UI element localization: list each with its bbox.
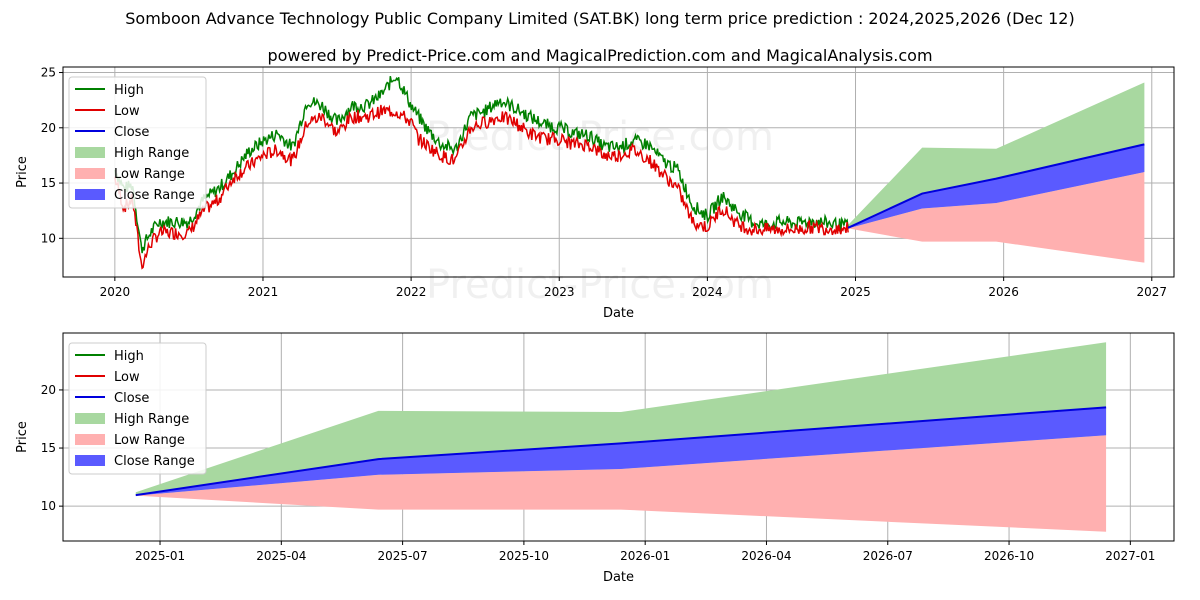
x-tick-label: 2026-07: [863, 549, 913, 563]
x-tick-label: 2025-01: [135, 549, 185, 563]
y-axis-label: Price: [15, 421, 30, 453]
plot-frame: [62, 332, 1175, 542]
chart-title: Somboon Advance Technology Public Compan…: [125, 9, 1075, 28]
x-tick-label: 2026-04: [741, 549, 791, 563]
high-range-band: [848, 82, 1145, 229]
legend-label: Close: [114, 391, 149, 406]
plot-frame: [62, 66, 1175, 278]
low-series-line: [114, 104, 849, 270]
x-tick-label: 2026-01: [620, 549, 670, 563]
high-range-band: [135, 342, 1107, 496]
y-tick-label: 25: [41, 66, 56, 80]
x-tick-label: 2027-01: [1105, 549, 1155, 563]
watermark-text: Predict-Price.com: [426, 262, 774, 308]
low-range-band: [848, 172, 1145, 263]
legend-label: Close: [114, 125, 149, 140]
x-tick-label: 2023: [544, 285, 575, 299]
y-tick-label: 20: [41, 383, 56, 397]
x-axis-label: Date: [603, 570, 634, 585]
legend-swatch: [75, 189, 105, 200]
legend-label: High: [114, 83, 144, 98]
y-tick-label: 10: [41, 499, 56, 513]
legend-label: Close Range: [114, 188, 195, 203]
high-series-line: [114, 76, 849, 254]
x-tick-label: 2027: [1137, 285, 1168, 299]
y-tick-label: 15: [41, 441, 56, 455]
y-tick-label: 15: [41, 176, 56, 190]
legend-swatch: [75, 168, 105, 179]
y-tick-label: 20: [41, 121, 56, 135]
legend-swatch: [75, 147, 105, 158]
legend-label: Low: [114, 370, 140, 385]
x-tick-label: 2025-10: [499, 549, 549, 563]
x-tick-label: 2026-10: [984, 549, 1034, 563]
legend-label: High Range: [114, 146, 189, 161]
x-tick-label: 2021: [248, 285, 279, 299]
legend-label: High: [114, 349, 144, 364]
x-axis-label: Date: [603, 306, 634, 321]
legend-label: High Range: [114, 412, 189, 427]
legend-label: Close Range: [114, 454, 195, 469]
close-range-band: [848, 144, 1145, 229]
close-range-band: [135, 407, 1107, 496]
x-tick-label: 2025-04: [256, 549, 306, 563]
x-tick-label: 2025: [840, 285, 871, 299]
close-forecast-line: [847, 143, 1145, 229]
low-range-band: [135, 435, 1107, 532]
x-tick-label: 2020: [100, 285, 131, 299]
y-tick-label: 10: [41, 231, 56, 245]
chart-subtitle: powered by Predict-Price.com and Magical…: [267, 46, 933, 65]
x-tick-label: 2025-07: [378, 549, 428, 563]
legend-swatch: [75, 434, 105, 445]
legend-label: Low: [114, 104, 140, 119]
close-forecast-line: [135, 406, 1107, 497]
x-tick-label: 2024: [692, 285, 723, 299]
y-axis-label: Price: [15, 156, 30, 188]
x-tick-label: 2026: [988, 285, 1019, 299]
legend-swatch: [75, 413, 105, 424]
watermark-text: Predict-Price.com: [426, 114, 774, 160]
legend-swatch: [75, 455, 105, 466]
legend-label: Low Range: [114, 433, 185, 448]
x-tick-label: 2022: [396, 285, 427, 299]
legend-label: Low Range: [114, 167, 185, 182]
